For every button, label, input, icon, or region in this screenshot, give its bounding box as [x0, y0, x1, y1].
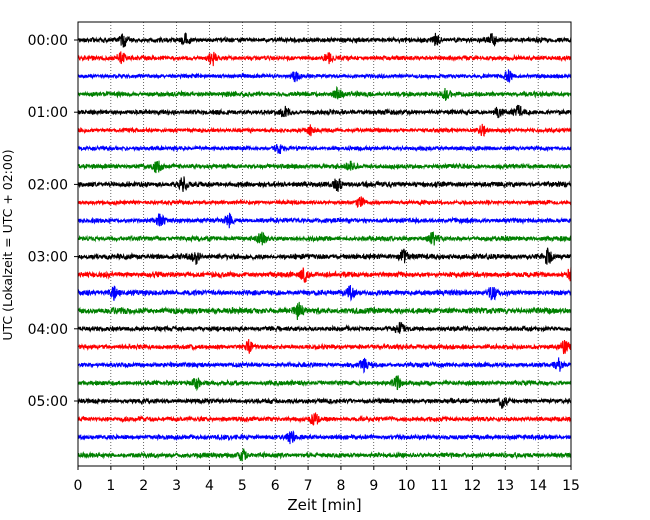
trace-0000	[77, 32, 572, 48]
x-tick-label: 15	[562, 478, 580, 494]
trace-0145	[77, 160, 572, 174]
trace-0345	[77, 301, 572, 321]
y-tick-label: 01:00	[28, 105, 68, 121]
trace-0400	[77, 321, 572, 334]
x-tick-label: 10	[398, 478, 416, 494]
y-tick-label: 04:00	[28, 322, 68, 338]
trace-0200	[77, 176, 572, 192]
trace-0130	[77, 144, 572, 154]
x-tick-label: 1	[106, 478, 115, 494]
x-tick-label: 6	[271, 478, 280, 494]
trace-0245	[77, 231, 572, 246]
trace-0430	[77, 357, 572, 374]
y-tick-label: 05:00	[28, 394, 68, 410]
trace-0215	[77, 196, 572, 209]
x-axis-label: Zeit [min]	[287, 496, 361, 514]
y-axis-label: UTC (Lokalzeit = UTC + 02:00)	[0, 149, 15, 340]
x-axis-ticks: 0 1 2 3 4 5 6 7 8 9 10 11 12 13 14 15	[74, 466, 580, 494]
trace-0530	[77, 430, 572, 445]
seismic-traces	[77, 32, 572, 462]
trace-0045	[77, 85, 572, 101]
trace-0415	[77, 338, 572, 355]
x-tick-label: 14	[529, 478, 547, 494]
y-tick-label: 02:00	[28, 177, 68, 193]
trace-0300	[77, 247, 572, 265]
trace-0100	[77, 104, 572, 119]
x-tick-label: 3	[172, 478, 181, 494]
grid-lines	[110, 22, 539, 466]
x-tick-label: 11	[431, 478, 449, 494]
plot-frame	[77, 21, 572, 467]
y-tick-label: 00:00	[28, 33, 68, 49]
y-axis-ticks: 00:00 01:00 02:00 03:00 04:00 05:00	[28, 33, 78, 410]
trace-0445	[77, 375, 572, 392]
x-tick-label: 2	[139, 478, 148, 494]
trace-0015	[77, 51, 572, 67]
x-tick-label: 8	[336, 478, 345, 494]
x-tick-label: 0	[74, 478, 83, 494]
x-tick-label: 12	[463, 478, 481, 494]
trace-0315	[77, 267, 572, 283]
x-tick-label: 7	[304, 478, 313, 494]
x-tick-label: 13	[496, 478, 514, 494]
trace-0515	[77, 412, 572, 426]
trace-0115	[77, 123, 572, 137]
y-tick-label: 03:00	[28, 250, 68, 266]
trace-0545	[77, 448, 572, 462]
trace-0030	[77, 69, 572, 84]
x-tick-label: 4	[205, 478, 214, 494]
trace-0500	[77, 396, 572, 409]
trace-0330	[77, 284, 572, 302]
x-tick-label: 5	[238, 478, 247, 494]
x-tick-label: 9	[369, 478, 378, 494]
trace-0230	[77, 212, 572, 229]
